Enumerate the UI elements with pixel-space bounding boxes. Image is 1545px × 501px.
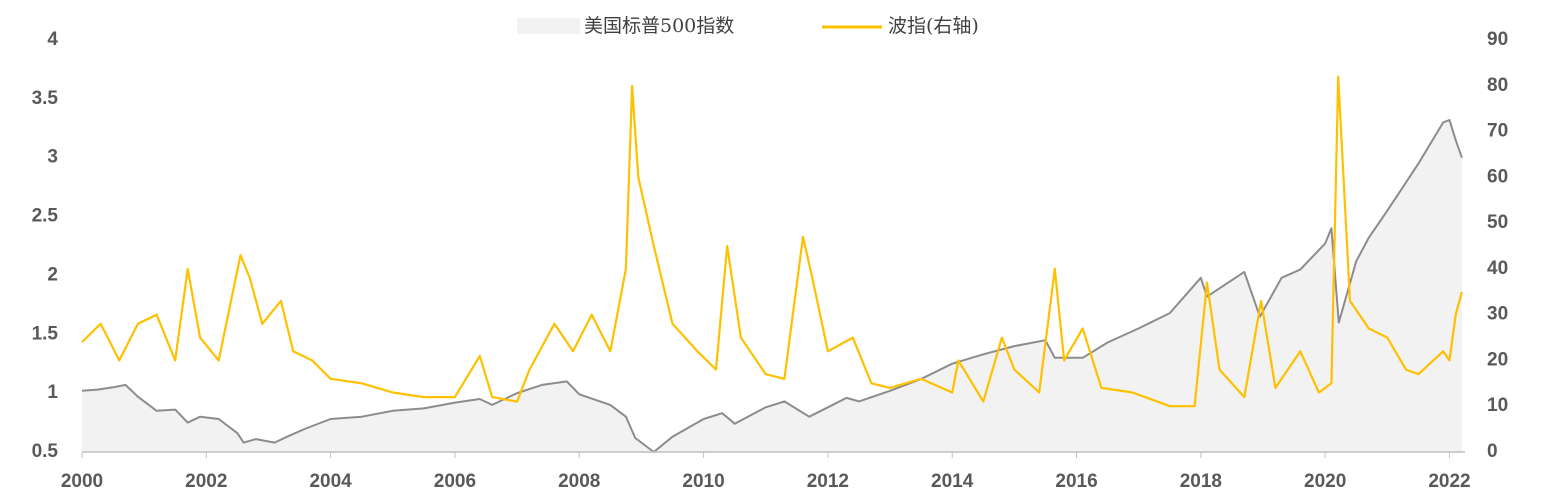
y-tick-label: 2: [47, 264, 58, 285]
legend-label: 美国标普500指数: [584, 15, 734, 37]
x-tick-label: 2022: [1428, 471, 1470, 492]
line: [81, 119, 1463, 453]
y2-tick-label: 0: [1487, 441, 1498, 462]
y-tick-label: 1: [47, 382, 58, 403]
y-tick-label: 1.5: [32, 323, 59, 344]
y2-tick-label: 10: [1487, 395, 1508, 416]
x-tick-label: 2004: [309, 471, 352, 492]
area: [82, 120, 1462, 452]
y2-tick-label: 90: [1487, 29, 1508, 50]
y-tick-label: 2.5: [32, 206, 59, 227]
y2-tick-label: 60: [1487, 166, 1508, 187]
x-tick-label: 2006: [434, 471, 476, 492]
x-tick-label: 2008: [558, 471, 600, 492]
x-tick-label: 2012: [807, 471, 849, 492]
y2-tick-label: 70: [1487, 121, 1508, 142]
line: [81, 75, 1463, 408]
x-tick-label: 2020: [1304, 471, 1346, 492]
y2-tick-label: 30: [1487, 304, 1508, 325]
y-tick-label: 3.5: [32, 88, 59, 109]
x-tick-label: 2014: [931, 471, 974, 492]
y2-tick-label: 80: [1487, 75, 1508, 96]
legend-swatch: [517, 18, 580, 34]
y-tick-label: 3: [47, 147, 58, 168]
y-tick-label: 0.5: [32, 441, 59, 462]
x-tick-label: 2000: [61, 471, 103, 492]
y2-tick-label: 50: [1487, 212, 1508, 233]
y-tick-label: 4: [47, 29, 58, 50]
x-tick-label: 2018: [1180, 471, 1222, 492]
x-tick-label: 2002: [185, 471, 227, 492]
y2-tick-label: 40: [1487, 258, 1508, 279]
y2-tick-label: 20: [1487, 349, 1508, 370]
legend-label: 波指(右轴): [888, 15, 979, 37]
x-tick-label: 2016: [1055, 471, 1097, 492]
x-tick-label: 2010: [682, 471, 724, 492]
